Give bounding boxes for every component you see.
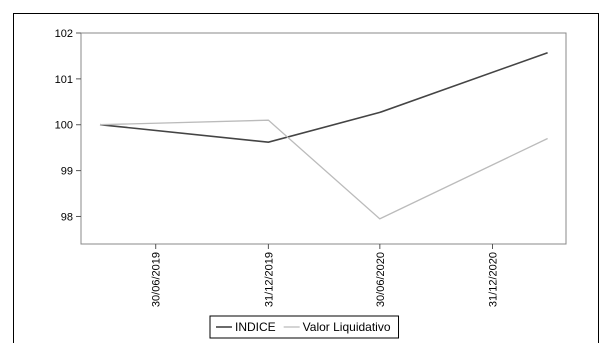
x-tick-label: 30/06/2019	[151, 252, 163, 307]
y-tick-label: 99	[61, 166, 73, 178]
x-tick-label: 31/12/2019	[263, 252, 275, 307]
y-tick-label: 98	[61, 211, 73, 223]
x-tick-label: 31/12/2020	[488, 252, 500, 307]
legend-label: INDICE	[235, 320, 276, 334]
series-line-indice	[99, 51, 548, 144]
legend: INDICE Valor Liquidativo	[209, 315, 400, 339]
legend-label: Valor Liquidativo	[303, 320, 391, 334]
legend-box	[209, 315, 400, 339]
chart-frame	[13, 13, 599, 343]
y-tick-label: 100	[55, 120, 73, 132]
y-tick-label: 101	[55, 74, 73, 86]
series-line-valor-liquidativo	[99, 119, 548, 220]
x-tick-label: 30/06/2020	[375, 252, 387, 307]
plot-area	[80, 32, 567, 245]
y-tick-label: 102	[55, 28, 73, 40]
